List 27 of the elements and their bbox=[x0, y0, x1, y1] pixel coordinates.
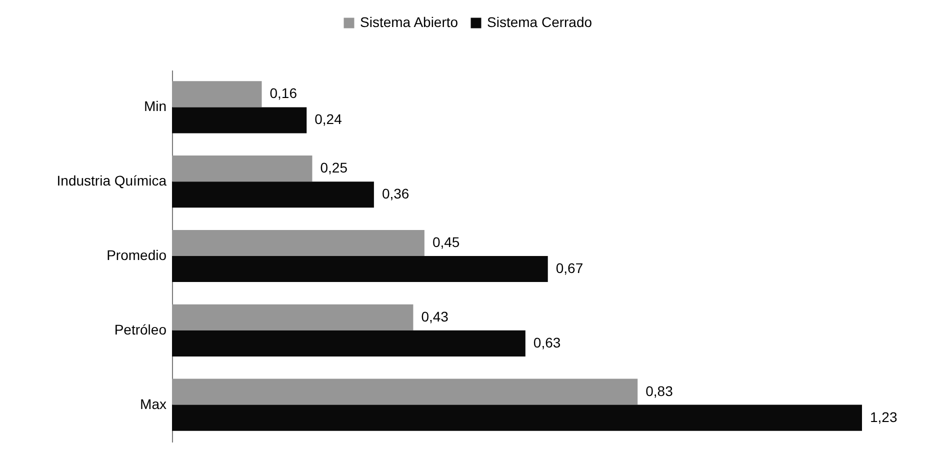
bar bbox=[172, 404, 862, 431]
bar bbox=[172, 378, 638, 405]
bar bbox=[172, 230, 424, 256]
y-tick-label: Industria Química bbox=[56, 172, 167, 189]
bar bbox=[172, 107, 307, 134]
y-tick-label: Min bbox=[144, 98, 166, 114]
data-label: 0,63 bbox=[533, 334, 561, 350]
data-label: 0,25 bbox=[320, 160, 348, 176]
data-label: 0,36 bbox=[382, 186, 410, 202]
bar bbox=[172, 256, 548, 282]
legend-label: Sistema Abierto bbox=[360, 14, 458, 30]
legend-label: Sistema Cerrado bbox=[487, 14, 592, 30]
bar bbox=[172, 81, 262, 108]
bar bbox=[172, 330, 526, 356]
data-label: 0,16 bbox=[270, 85, 298, 102]
y-tick-label: Max bbox=[140, 396, 166, 412]
data-label: 0,43 bbox=[421, 308, 449, 324]
data-label: 0,24 bbox=[314, 111, 342, 128]
data-label: 0,67 bbox=[556, 260, 584, 276]
y-tick-label: Promedio bbox=[106, 247, 167, 263]
bar bbox=[172, 156, 312, 182]
data-label: 0,83 bbox=[646, 382, 674, 399]
data-label: 0,45 bbox=[432, 234, 460, 250]
data-label: 1,23 bbox=[870, 408, 898, 425]
bar bbox=[172, 182, 374, 208]
bar bbox=[172, 304, 414, 330]
y-tick-label: Petróleo bbox=[114, 321, 167, 338]
